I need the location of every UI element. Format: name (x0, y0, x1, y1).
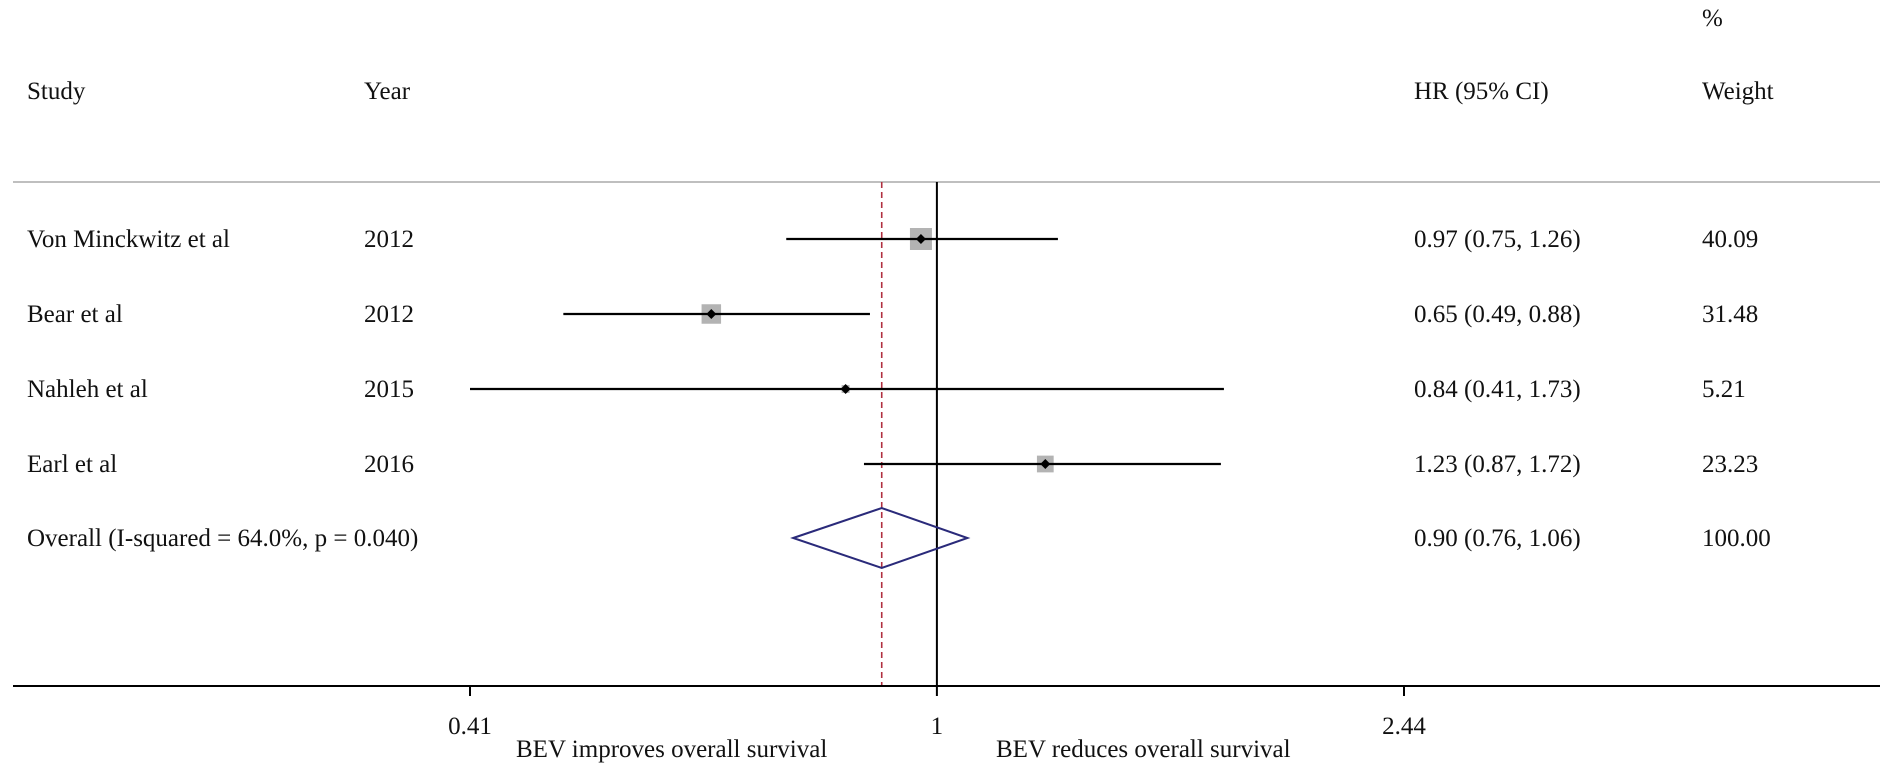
overall-label: Overall (I-squared = 64.0%, p = 0.040) (27, 525, 419, 552)
study-name: Earl et al (27, 451, 118, 478)
weight-percent-header: % (1702, 5, 1723, 32)
study-year: 2015 (364, 376, 414, 403)
overall-weight: 100.00 (1702, 525, 1771, 552)
study-point-estimate (915, 234, 926, 244)
study-year: 2012 (364, 226, 414, 253)
weight-column-header: Weight (1702, 78, 1774, 105)
hr-column-header: HR (95% CI) (1414, 78, 1549, 105)
x-tick-label: 1 (931, 713, 944, 740)
overall-diamond (790, 506, 971, 570)
study-name: Nahleh et al (27, 376, 148, 403)
year-column-header: Year (364, 78, 411, 105)
x-axis-label-right: BEV reduces overall survival (996, 736, 1291, 763)
study-year: 2012 (364, 301, 414, 328)
study-hr-ci: 0.65 (0.49, 0.88) (1414, 301, 1581, 328)
study-hr-ci: 0.84 (0.41, 1.73) (1414, 376, 1581, 403)
study-hr-ci: 1.23 (0.87, 1.72) (1414, 451, 1581, 478)
study-weight: 23.23 (1702, 451, 1759, 478)
study-weight: 31.48 (1702, 301, 1759, 328)
study-weight: 5.21 (1702, 376, 1746, 403)
overall-hr-ci: 0.90 (0.76, 1.06) (1414, 525, 1581, 552)
x-tick-label: 2.44 (1382, 713, 1426, 740)
study-weight: 40.09 (1702, 226, 1759, 253)
study-hr-ci: 0.97 (0.75, 1.26) (1414, 226, 1581, 253)
study-point-estimate (706, 309, 717, 319)
study-name: Bear et al (27, 301, 123, 328)
study-point-estimate (840, 384, 851, 394)
x-tick-label: 0.41 (448, 713, 492, 740)
study-year: 2016 (364, 451, 414, 478)
study-name: Von Minckwitz et al (27, 226, 230, 253)
x-axis-label-left: BEV improves overall survival (516, 736, 828, 763)
study-column-header: Study (27, 78, 86, 105)
study-point-estimate (1040, 459, 1051, 469)
